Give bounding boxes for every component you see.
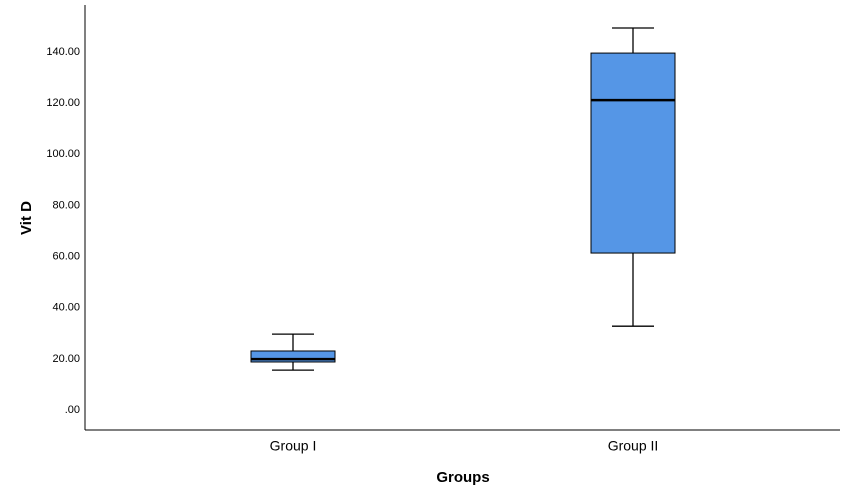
y-tick-label: 20.00 xyxy=(52,353,80,365)
y-tick-label: .00 xyxy=(65,404,80,416)
y-tick-label: 40.00 xyxy=(52,302,80,314)
y-axis-title: Vit D xyxy=(18,201,35,235)
y-tick-label: 120.00 xyxy=(46,97,80,109)
y-tick-label: 140.00 xyxy=(46,46,80,58)
box xyxy=(250,350,336,363)
box xyxy=(590,52,676,254)
y-tick-label: 60.00 xyxy=(52,251,80,263)
y-tick-label: 100.00 xyxy=(46,148,80,160)
y-tick-label: 80.00 xyxy=(52,199,80,211)
x-axis-title: Groups xyxy=(436,469,489,486)
x-tick-label: Group II xyxy=(608,438,659,454)
x-tick-label: Group I xyxy=(270,438,317,454)
